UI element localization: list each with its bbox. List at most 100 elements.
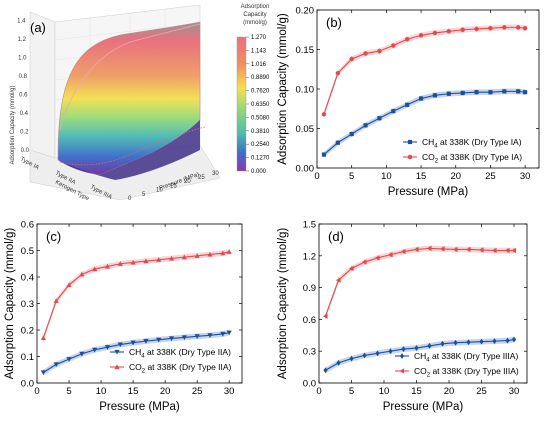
pressure-tick-label: 25 (198, 175, 205, 181)
data-point (404, 37, 410, 42)
data-point (391, 43, 396, 48)
data-point (492, 338, 497, 344)
data-point (79, 271, 85, 277)
colorbar-title-3: (mmol/g) (243, 20, 267, 26)
y-tick-label: 0.0 (21, 379, 34, 390)
series-ch (40, 329, 232, 376)
data-point (194, 253, 200, 258)
pressure-tick-label: 20 (184, 179, 191, 185)
x-tick-label: 20 (444, 386, 455, 397)
series-line (323, 26, 526, 115)
x-tick-label: 20 (160, 386, 171, 397)
x-tick-label: 15 (411, 386, 422, 397)
data-point (460, 90, 465, 96)
data-point (181, 254, 187, 260)
data-point (220, 250, 226, 256)
y-tick-label: 0.3 (21, 299, 34, 310)
data-point (418, 96, 424, 101)
legend-entry: CH4 at 338K (Dry Type IIIA) (414, 351, 518, 364)
legend: CH4 at 338K (Dry Type IA) CO2 at 338K (Dr… (403, 137, 522, 165)
data-point (388, 348, 393, 355)
panel-label: (c) (46, 229, 61, 244)
legend-entry: CH4 at 338K (Dry Type IA) (422, 137, 522, 150)
surface-front (58, 120, 200, 180)
data-point (391, 109, 396, 114)
colorbar-tick-label: 0.1270 (251, 156, 270, 162)
data-point (130, 259, 136, 265)
z-tick-label: 0.8 (19, 74, 28, 80)
pressure-tick-label: 30 (212, 171, 219, 177)
data-point (323, 367, 328, 374)
data-point (321, 152, 327, 157)
panel-label: (b) (326, 15, 342, 30)
series-line (324, 247, 514, 317)
data-point (414, 345, 419, 351)
data-point (104, 345, 111, 350)
x-tick-label: 5 (349, 386, 354, 397)
y-tick-label: 0.20 (296, 6, 315, 17)
pressure-axis-ticks: 0 5 10 15 20 25 30 (128, 171, 219, 202)
x-tick-label: 5 (66, 386, 71, 397)
series-line (43, 332, 230, 373)
data-point (413, 246, 419, 253)
y-tick-label: 0.1 (21, 352, 34, 363)
legend: CH4 at 338K (Dry Type IIA) CO2 at 338K (D… (110, 347, 232, 375)
data-point (400, 248, 406, 255)
colorbar-tick-label: 0.3810 (251, 129, 270, 135)
y-tick-label: 0.6 (21, 220, 34, 231)
z-tick-label: 0.6 (19, 93, 28, 99)
data-point (488, 90, 493, 95)
legend-marker (407, 154, 413, 160)
colorbar-tick-label: 0.7620 (251, 89, 270, 95)
x-tick-label: 10 (381, 171, 392, 182)
data-point (453, 339, 458, 346)
y-tick-label: 0.10 (296, 85, 315, 96)
pressure-tick-label: 5 (142, 192, 146, 198)
data-point (511, 336, 517, 343)
line-chart-panel-d: 0 5 10 15 20 25 30 0.0 0.3 0.6 0.9 1.2 1.5 Pressure (… (277, 220, 528, 413)
colorbar-tick-label: 1.016 (251, 62, 267, 68)
data-point (156, 257, 162, 262)
y-axis-label: Adsorption Capacity (mmol/g) (277, 228, 289, 380)
pressure-tick-label: 0 (128, 196, 132, 202)
series-co (322, 245, 517, 320)
data-point (349, 355, 354, 362)
data-point (226, 249, 232, 254)
legend-marker (114, 349, 120, 355)
x-tick-label: 0 (314, 171, 319, 182)
x-axis-label: Pressure (MPa) (388, 186, 469, 198)
data-point (488, 25, 493, 31)
co2-ridge-curve (59, 23, 201, 131)
y-tick-label: 0.6 (303, 315, 316, 326)
data-point (79, 351, 85, 357)
series-co (40, 248, 232, 341)
pressure-tick-label: 15 (170, 183, 177, 189)
colorbar-tick-label: 0.8890 (251, 75, 270, 81)
data-point (474, 26, 479, 32)
y-tick-label: 0.3 (303, 347, 316, 358)
colorbar-tick-label: 1.143 (251, 48, 267, 54)
data-point (374, 255, 380, 261)
pressure-tick-label: 10 (156, 188, 163, 194)
confidence-band (323, 88, 526, 158)
series-line (323, 90, 526, 155)
y-axis-label: Adsorption Capacity (mmol/g) (277, 13, 289, 165)
data-point (426, 245, 432, 251)
data-point (335, 140, 340, 145)
z-tick-label: 1.2 (18, 37, 27, 43)
series-co (321, 24, 528, 118)
data-point (363, 51, 368, 56)
data-point (207, 333, 213, 338)
y-tick-label: 1.5 (303, 220, 316, 231)
ch4-ridge-curve (59, 126, 206, 166)
colorbar-tick-label: 1.270 (251, 35, 267, 41)
colorbar-tick-label: 0.000 (251, 169, 267, 175)
data-point (226, 330, 232, 336)
x-axis-label: Pressure (MPa) (383, 401, 464, 413)
data-point (322, 313, 328, 319)
data-point (515, 25, 521, 30)
data-point (348, 265, 354, 272)
y-axis-label: Adsorption Capacity (mmol/g) (4, 228, 16, 380)
y-tick-label: 0.00 (296, 164, 315, 175)
data-point (66, 357, 72, 362)
